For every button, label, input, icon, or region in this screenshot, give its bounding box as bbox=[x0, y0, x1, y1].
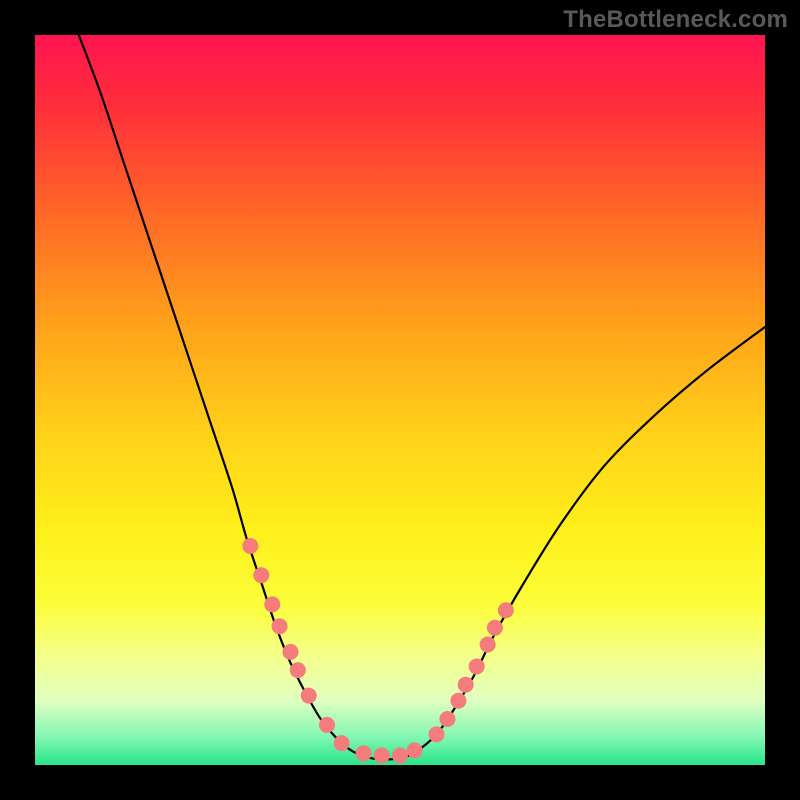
data-marker bbox=[253, 567, 269, 583]
data-marker bbox=[469, 658, 485, 674]
data-marker bbox=[458, 677, 474, 693]
data-marker bbox=[498, 602, 514, 618]
watermark-text: TheBottleneck.com bbox=[563, 6, 788, 34]
data-marker bbox=[374, 748, 390, 764]
plot-area bbox=[35, 35, 765, 765]
data-marker bbox=[319, 717, 335, 733]
data-marker bbox=[407, 742, 423, 758]
data-marker bbox=[264, 596, 280, 612]
data-marker bbox=[334, 735, 350, 751]
data-marker bbox=[487, 620, 503, 636]
data-marker bbox=[356, 745, 372, 761]
data-marker bbox=[429, 726, 445, 742]
data-marker bbox=[301, 688, 317, 704]
data-marker bbox=[392, 748, 408, 764]
data-marker bbox=[283, 644, 299, 660]
chart-frame: TheBottleneck.com bbox=[0, 0, 800, 800]
data-marker bbox=[480, 637, 496, 653]
data-marker bbox=[450, 693, 466, 709]
plot-svg bbox=[35, 35, 765, 765]
data-marker bbox=[242, 538, 258, 554]
data-marker bbox=[272, 618, 288, 634]
data-marker bbox=[290, 662, 306, 678]
data-marker bbox=[439, 711, 455, 727]
gradient-background bbox=[35, 35, 765, 765]
